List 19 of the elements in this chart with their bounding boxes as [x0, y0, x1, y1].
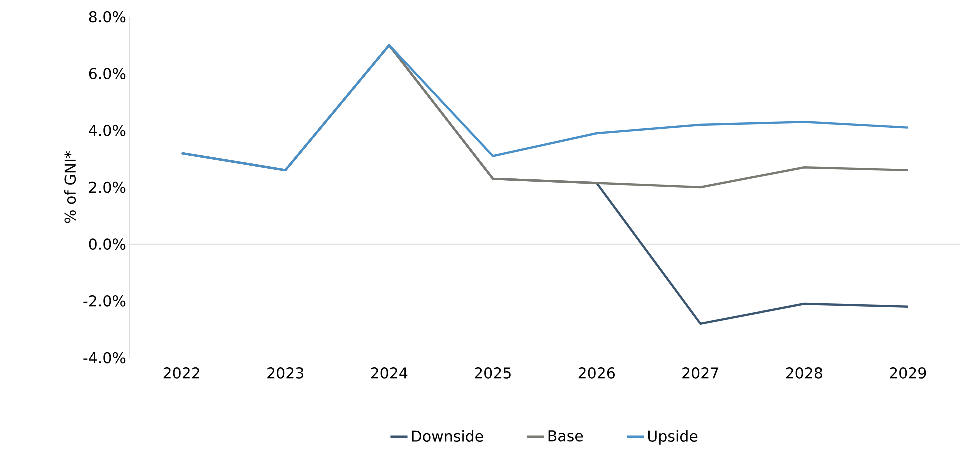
y-tick-label: -4.0% [84, 352, 126, 364]
x-tick-label: 2028 [786, 368, 822, 379]
y-axis-title: % of GNI* [64, 151, 76, 224]
legend-label: Downside [412, 430, 484, 442]
legend-label: Upside [648, 430, 698, 445]
x-tick-label: 2029 [890, 368, 926, 379]
x-tick-label: 2023 [268, 368, 304, 379]
y-tick-label: 2.0% [89, 182, 126, 194]
y-tick-label: 6.0% [89, 68, 126, 80]
x-tick-label: 2024 [371, 368, 408, 379]
x-tick-label: 2022 [164, 368, 200, 379]
legend-label: Base [548, 430, 584, 442]
y-tick-label: -2.0% [84, 295, 126, 307]
x-tick-label: 2027 [682, 368, 718, 379]
y-tick-label: 4.0% [89, 124, 126, 136]
x-tick-label: 2025 [475, 368, 511, 379]
y-tick-label: 0.0% [89, 238, 126, 250]
y-tick-label: 8.0% [89, 11, 126, 23]
x-tick-label: 2026 [578, 368, 616, 379]
